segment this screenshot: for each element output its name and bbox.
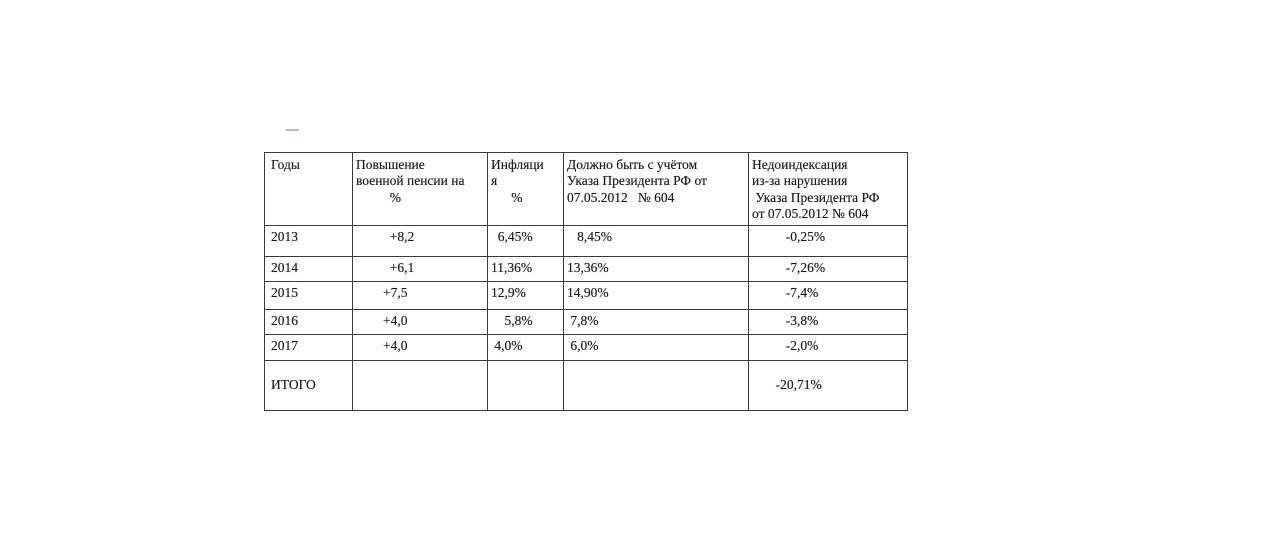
- increase-cell: +6,1: [352, 255, 488, 282]
- expected-cell: 13,36%: [563, 255, 749, 282]
- expected-cell: 6,0%: [563, 333, 749, 361]
- inflation-cell-empty: [487, 359, 564, 411]
- year-cell: 2013: [264, 224, 353, 257]
- inflation-cell: 4,0%: [487, 333, 564, 361]
- scan-artifact-dash: [286, 129, 299, 131]
- expected-cell: 8,45%: [563, 224, 749, 257]
- increase-cell: +7,5: [352, 280, 488, 310]
- expected-cell: 14,90%: [563, 280, 749, 310]
- table-row-total: ИТОГО -20,71%: [264, 359, 908, 411]
- col-header-expected-per-decree: Должно быть с учётом Указа Президента РФ…: [563, 152, 749, 226]
- inflation-cell: 11,36%: [487, 255, 564, 282]
- year-cell: 2016: [264, 308, 353, 335]
- increase-cell: +4,0: [352, 333, 488, 361]
- expected-cell-empty: [563, 359, 749, 411]
- table-row-2017: 2017 +4,0 4,0% 6,0% -2,0%: [264, 333, 908, 361]
- underindexation-cell: -7,4%: [748, 280, 908, 310]
- table-row-2013: 2013 +8,2 6,45% 8,45% -0,25%: [264, 224, 908, 257]
- total-label-cell: ИТОГО: [264, 359, 353, 411]
- col-header-years: Годы: [264, 152, 353, 226]
- col-header-pension-increase: Повышение военной пенсии на %: [352, 152, 488, 226]
- table-row-2015: 2015 +7,5 12,9% 14,90% -7,4%: [264, 280, 908, 310]
- year-cell: 2017: [264, 333, 353, 361]
- col-header-inflation: Инфляци я %: [487, 152, 564, 226]
- inflation-cell: 12,9%: [487, 280, 564, 310]
- year-cell: 2014: [264, 255, 353, 282]
- increase-cell: +4,0: [352, 308, 488, 335]
- col-header-underindexation: Недоиндексация из-за нарушения Указа Пре…: [748, 152, 908, 226]
- table-header-row: Годы Повышение военной пенсии на % Инфля…: [264, 152, 908, 226]
- expected-cell: 7,8%: [563, 308, 749, 335]
- underindexation-cell: -2,0%: [748, 333, 908, 361]
- underindexation-total-cell: -20,71%: [748, 359, 908, 411]
- inflation-cell: 5,8%: [487, 308, 564, 335]
- year-cell: 2015: [264, 280, 353, 310]
- underindexation-cell: -0,25%: [748, 224, 908, 257]
- table-row-2014: 2014 +6,1 11,36% 13,36% -7,26%: [264, 255, 908, 282]
- pension-indexation-table: Годы Повышение военной пенсии на % Инфля…: [264, 152, 908, 411]
- underindexation-cell: -3,8%: [748, 308, 908, 335]
- underindexation-cell: -7,26%: [748, 255, 908, 282]
- increase-cell-empty: [352, 359, 488, 411]
- inflation-cell: 6,45%: [487, 224, 564, 257]
- increase-cell: +8,2: [352, 224, 488, 257]
- table-row-2016: 2016 +4,0 5,8% 7,8% -3,8%: [264, 308, 908, 335]
